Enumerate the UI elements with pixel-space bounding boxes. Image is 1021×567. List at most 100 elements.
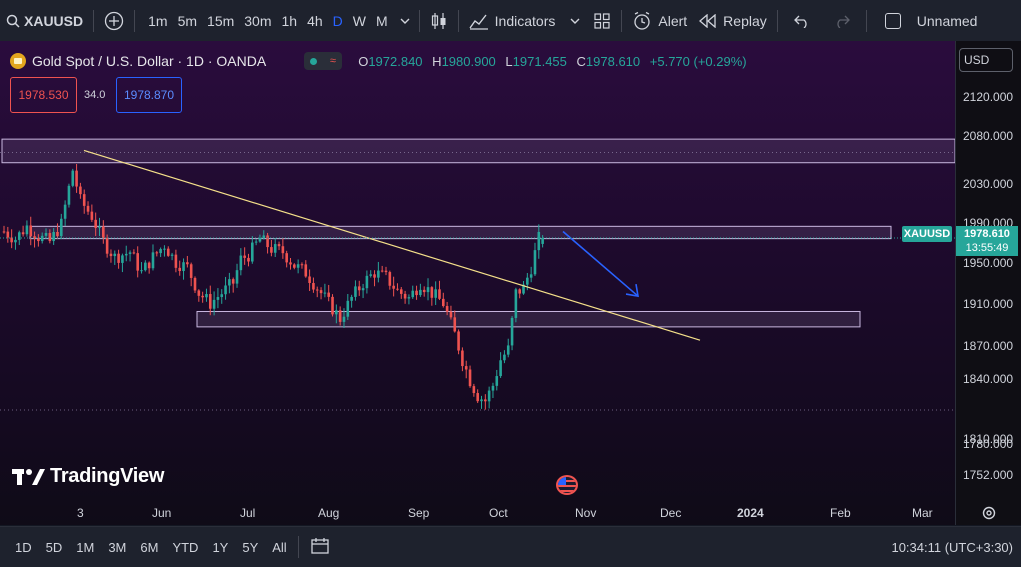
candle-body xyxy=(434,289,437,298)
candle-body xyxy=(71,170,75,186)
candle-body xyxy=(113,253,117,257)
candle-body xyxy=(419,289,422,296)
range-all[interactable]: All xyxy=(272,539,287,555)
symbol-title[interactable]: Gold Spot / U.S. Dollar · 1D · OANDA xyxy=(32,53,267,69)
range-1y[interactable]: 1Y xyxy=(212,539,229,555)
economic-event-icon[interactable] xyxy=(556,475,578,495)
redo-button[interactable] xyxy=(822,0,862,41)
timeframe-m[interactable]: M xyxy=(376,12,388,29)
timeframe-d[interactable]: D xyxy=(332,12,343,29)
replay-button[interactable]: Replay xyxy=(693,0,773,41)
timezone-clock[interactable]: 10:34:11 (UTC+3:30) xyxy=(891,539,1013,555)
grid-icon xyxy=(594,12,610,29)
tradingview-logo[interactable]: TradingView xyxy=(12,465,164,488)
alert-label: Alert xyxy=(658,12,688,29)
last-price-label: 1978.610 13:55:49 xyxy=(956,226,1018,256)
candle-body xyxy=(189,264,193,278)
candle-body xyxy=(445,306,449,312)
divider xyxy=(93,9,95,32)
chevron-down-icon[interactable] xyxy=(569,15,581,27)
timeframe-1h[interactable]: 1h xyxy=(281,12,298,29)
candle-body xyxy=(335,310,338,315)
projection-arrow xyxy=(562,230,639,297)
divider xyxy=(621,9,623,32)
time-label: 2024 xyxy=(737,506,764,520)
timeframe-4h[interactable]: 4h xyxy=(307,12,323,29)
undo-button[interactable] xyxy=(782,0,822,41)
range-ytd[interactable]: YTD xyxy=(172,539,199,555)
tv-logo-icon xyxy=(12,468,45,485)
settings-button[interactable] xyxy=(981,505,997,526)
buy-button[interactable]: 1978.870 xyxy=(116,77,182,113)
price-label: 2080.000 xyxy=(963,129,1014,143)
price-chart[interactable] xyxy=(0,41,955,525)
price-axis[interactable] xyxy=(955,41,1021,525)
candle-body xyxy=(338,310,342,322)
candle-body xyxy=(205,294,208,298)
candle-body xyxy=(415,290,418,296)
open-value: 1972.840 xyxy=(368,53,423,69)
candle-body xyxy=(403,293,407,299)
timeframe-15m[interactable]: 15m xyxy=(207,12,235,29)
candle-body xyxy=(396,288,399,290)
candle-body xyxy=(495,376,499,386)
close-key: C xyxy=(576,53,586,69)
candle-body xyxy=(159,249,162,254)
timeframe-30m[interactable]: 30m xyxy=(244,12,272,29)
range-5d[interactable]: 5D xyxy=(45,539,63,555)
time-label: Feb xyxy=(830,506,851,520)
templates-button[interactable] xyxy=(587,0,617,41)
indicators-label: Indicators xyxy=(494,12,556,29)
symbol-search[interactable]: XAUUSD xyxy=(0,0,89,41)
candle-body xyxy=(128,252,132,254)
bar-countdown: 13:55:49 xyxy=(965,242,1009,254)
layout-button[interactable]: Unnamed xyxy=(871,0,984,41)
candle-body xyxy=(266,235,269,248)
sell-button[interactable]: 1978.530 xyxy=(10,77,77,113)
candle-body xyxy=(208,294,212,309)
range-5y[interactable]: 5Y xyxy=(242,539,259,555)
time-axis[interactable] xyxy=(0,499,955,525)
trendline xyxy=(83,149,701,341)
compare-button[interactable] xyxy=(98,0,130,41)
candle-body xyxy=(60,218,63,237)
range-1m[interactable]: 1M xyxy=(76,539,95,555)
alert-button[interactable]: Alert xyxy=(626,0,693,41)
candle-body xyxy=(499,360,502,377)
chart-pane[interactable] xyxy=(0,41,1021,525)
date-range-button[interactable] xyxy=(303,537,337,558)
candle-body xyxy=(319,290,323,294)
candle-body xyxy=(438,289,441,299)
top-toolbar: XAUUSD 1m 5m 15m 30m 1h 4h D W M Indicat… xyxy=(0,0,1021,42)
candle-body xyxy=(464,366,468,370)
chevron-down-icon[interactable] xyxy=(399,15,411,27)
candle-body xyxy=(29,225,33,237)
currency-select[interactable]: USD xyxy=(959,48,1013,72)
candle-body xyxy=(357,286,361,291)
sell-price: 1978.530 xyxy=(18,88,69,102)
rewind-icon xyxy=(699,13,716,28)
candle-body xyxy=(228,279,231,286)
price-label: 1950.000 xyxy=(963,256,1014,270)
price-label: 1840.000 xyxy=(963,372,1014,386)
candle-body xyxy=(63,204,67,219)
low-key: L xyxy=(505,53,513,69)
candle-body xyxy=(201,295,204,298)
range-1d[interactable]: 1D xyxy=(15,539,32,555)
candle-body xyxy=(155,252,159,254)
candle-body xyxy=(147,262,151,269)
candle-body xyxy=(331,296,334,315)
timeframe-w[interactable]: W xyxy=(352,12,366,29)
candle-body xyxy=(293,264,296,268)
range-3m[interactable]: 3M xyxy=(108,539,127,555)
indicators-button[interactable]: Indicators xyxy=(463,0,588,41)
candle-body xyxy=(487,390,491,402)
redo-icon xyxy=(837,15,850,28)
candle-body xyxy=(212,299,216,309)
range-6m[interactable]: 6M xyxy=(140,539,159,555)
candle-body xyxy=(296,264,300,268)
timeframe-1m[interactable]: 1m xyxy=(148,12,168,29)
timeframe-5m[interactable]: 5m xyxy=(177,12,198,29)
candle-body xyxy=(86,205,90,212)
chart-type-button[interactable] xyxy=(424,0,454,41)
